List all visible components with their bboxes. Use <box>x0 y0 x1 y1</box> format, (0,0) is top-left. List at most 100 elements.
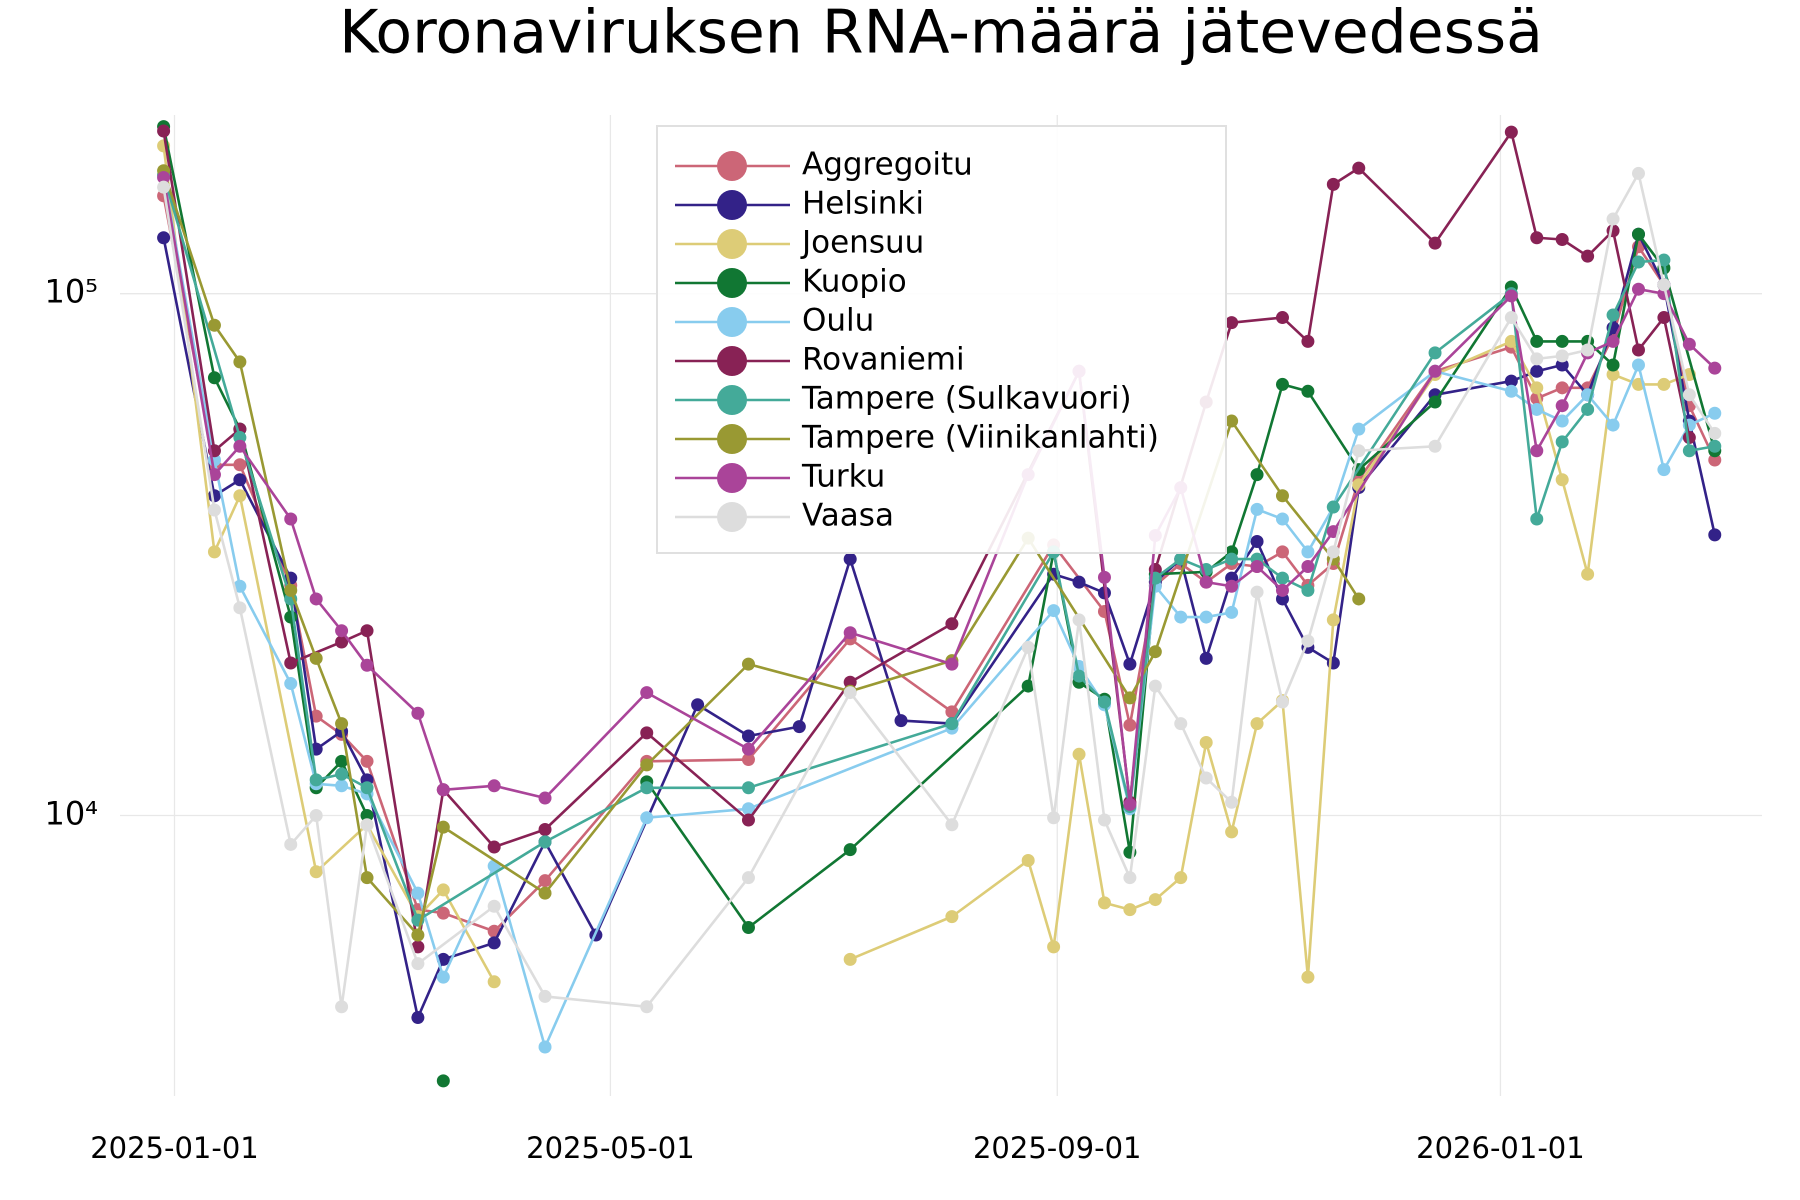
data-point <box>640 811 654 825</box>
data-point <box>1123 903 1137 917</box>
legend-label: Aggregoitu <box>802 147 973 183</box>
data-point <box>1250 560 1264 574</box>
data-point <box>157 231 171 245</box>
data-point <box>1708 439 1722 453</box>
data-point <box>335 1000 349 1014</box>
data-point <box>309 865 323 879</box>
legend-marker <box>717 346 747 376</box>
data-point <box>538 874 552 888</box>
data-point <box>1275 571 1289 585</box>
data-point <box>1275 311 1289 325</box>
data-point <box>1657 463 1671 477</box>
data-point <box>157 124 171 138</box>
data-point <box>1352 592 1366 606</box>
data-point <box>1123 871 1137 885</box>
data-point <box>741 813 755 827</box>
data-point <box>411 957 425 971</box>
data-point <box>1530 352 1544 366</box>
data-point <box>436 820 450 834</box>
data-point <box>1148 893 1162 907</box>
data-point <box>360 871 374 885</box>
data-point <box>309 808 323 822</box>
data-point <box>640 758 654 772</box>
data-point <box>1504 384 1518 398</box>
data-point <box>1530 402 1544 416</box>
data-point <box>1530 334 1544 348</box>
data-point <box>436 783 450 797</box>
data-point <box>1199 610 1213 624</box>
data-point <box>233 473 247 487</box>
data-point <box>1631 358 1645 372</box>
data-point <box>1631 343 1645 357</box>
data-point <box>741 781 755 795</box>
data-point <box>1275 512 1289 526</box>
data-point <box>335 767 349 781</box>
data-point <box>1199 575 1213 589</box>
data-point <box>1555 334 1569 348</box>
data-point <box>1225 579 1239 593</box>
data-point <box>1301 545 1315 559</box>
data-point <box>1326 545 1340 559</box>
data-point <box>284 583 298 597</box>
data-point <box>1581 402 1595 416</box>
data-point <box>843 626 857 640</box>
data-point <box>1631 282 1645 296</box>
data-point <box>207 489 221 503</box>
data-point <box>640 1000 654 1014</box>
legend-marker <box>717 502 747 532</box>
legend-marker <box>717 463 747 493</box>
data-point <box>284 512 298 526</box>
data-point <box>1708 453 1722 467</box>
data-point <box>1123 691 1137 705</box>
data-point <box>538 823 552 837</box>
data-point <box>487 779 501 793</box>
data-point <box>1326 500 1340 514</box>
data-point <box>945 705 959 719</box>
data-point <box>1326 177 1340 191</box>
data-point <box>284 656 298 670</box>
data-point <box>741 802 755 816</box>
data-point <box>1250 502 1264 516</box>
data-point <box>1275 489 1289 503</box>
data-point <box>1530 444 1544 458</box>
data-point <box>411 928 425 942</box>
data-point <box>1021 640 1035 654</box>
data-point <box>1555 233 1569 247</box>
data-point <box>1682 337 1696 351</box>
data-point <box>1606 308 1620 322</box>
data-point <box>1631 255 1645 269</box>
data-point <box>335 754 349 768</box>
data-point <box>1275 545 1289 559</box>
data-point <box>233 355 247 369</box>
data-point <box>207 371 221 385</box>
data-point <box>284 677 298 691</box>
data-point <box>843 952 857 966</box>
data-point <box>1174 610 1188 624</box>
data-point <box>1631 166 1645 180</box>
data-point <box>538 1040 552 1054</box>
data-point <box>1275 377 1289 391</box>
data-point <box>284 610 298 624</box>
data-point <box>1555 381 1569 395</box>
data-point <box>1530 381 1544 395</box>
data-point <box>1123 797 1137 811</box>
data-point <box>1530 231 1544 245</box>
x-tick-label: 2026-01-01 <box>1416 1131 1585 1165</box>
data-point <box>284 837 298 851</box>
legend-marker <box>717 229 747 259</box>
data-point <box>1428 346 1442 360</box>
data-point <box>1174 717 1188 731</box>
legend-box <box>656 125 1227 554</box>
legend-label: Tampere (Viinikanlahti) <box>801 420 1159 456</box>
data-point <box>1250 468 1264 482</box>
data-point <box>487 899 501 913</box>
data-point <box>1682 444 1696 458</box>
data-point <box>436 883 450 897</box>
data-point <box>309 651 323 665</box>
data-point <box>741 729 755 743</box>
legend-label: Tampere (Sulkavuori) <box>801 381 1132 417</box>
data-point <box>945 910 959 924</box>
data-point <box>157 180 171 194</box>
data-point <box>1097 896 1111 910</box>
